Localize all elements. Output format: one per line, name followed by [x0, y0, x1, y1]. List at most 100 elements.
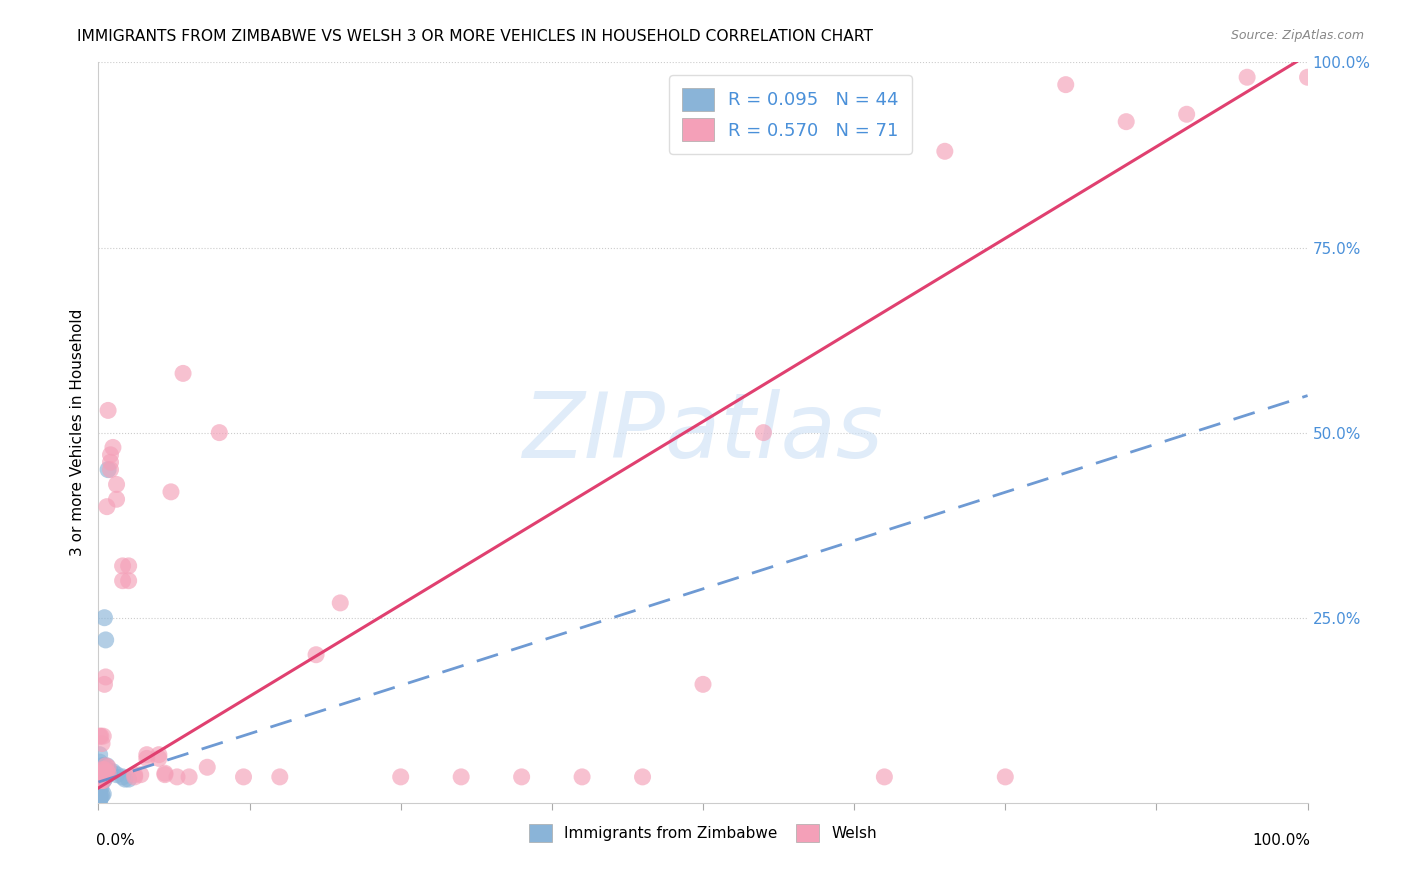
Point — [153, 767, 176, 781]
Point — [105, 477, 128, 491]
Point — [91, 789, 114, 803]
Point — [1236, 70, 1258, 85]
Text: 100.0%: 100.0% — [1253, 833, 1310, 848]
Point — [91, 729, 114, 743]
Point — [96, 500, 118, 514]
Point — [94, 670, 117, 684]
Point — [118, 772, 141, 786]
Point — [90, 766, 112, 780]
Point — [89, 792, 111, 806]
Point — [934, 145, 956, 159]
Point — [93, 758, 115, 772]
Point — [94, 632, 117, 647]
Point — [91, 767, 114, 781]
Point — [90, 770, 112, 784]
Point — [89, 763, 111, 777]
Point — [90, 766, 112, 780]
Point — [1175, 107, 1198, 121]
Point — [91, 787, 114, 801]
Point — [118, 574, 141, 588]
Point — [91, 770, 114, 784]
Point — [96, 767, 118, 781]
Point — [94, 763, 117, 777]
Point — [91, 767, 114, 781]
Point — [111, 770, 134, 784]
Point — [91, 737, 114, 751]
Point — [97, 766, 120, 780]
Point — [510, 770, 533, 784]
Point — [232, 770, 254, 784]
Point — [91, 773, 114, 788]
Point — [93, 770, 115, 784]
Point — [160, 484, 183, 499]
Point — [93, 610, 115, 624]
Point — [93, 766, 115, 780]
Point — [329, 596, 352, 610]
Text: 0.0%: 0.0% — [96, 833, 135, 848]
Point — [91, 766, 114, 780]
Point — [94, 770, 117, 784]
Point — [90, 770, 112, 784]
Point — [100, 462, 122, 476]
Point — [89, 766, 111, 780]
Point — [135, 747, 157, 762]
Point — [93, 772, 115, 786]
Y-axis label: 3 or more Vehicles in Household: 3 or more Vehicles in Household — [69, 309, 84, 557]
Point — [89, 729, 111, 743]
Point — [153, 766, 176, 780]
Point — [1115, 114, 1137, 128]
Point — [105, 767, 128, 781]
Point — [208, 425, 231, 440]
Point — [96, 758, 118, 772]
Point — [97, 403, 120, 417]
Point — [98, 764, 121, 779]
Point — [96, 764, 118, 779]
Point — [90, 789, 112, 804]
Point — [129, 767, 152, 781]
Point — [111, 574, 134, 588]
Point — [1296, 70, 1319, 85]
Point — [813, 78, 835, 92]
Point — [93, 763, 115, 777]
Point — [389, 770, 412, 784]
Point — [100, 455, 122, 469]
Point — [124, 767, 146, 781]
Point — [100, 448, 122, 462]
Point — [94, 767, 117, 781]
Point — [89, 747, 111, 762]
Text: Source: ZipAtlas.com: Source: ZipAtlas.com — [1230, 29, 1364, 42]
Point — [89, 773, 111, 788]
Point — [269, 770, 291, 784]
Text: IMMIGRANTS FROM ZIMBABWE VS WELSH 3 OR MORE VEHICLES IN HOUSEHOLD CORRELATION CH: IMMIGRANTS FROM ZIMBABWE VS WELSH 3 OR M… — [77, 29, 873, 44]
Point — [94, 758, 117, 772]
Point — [450, 770, 472, 784]
Point — [105, 492, 128, 507]
Point — [90, 763, 112, 777]
Point — [90, 780, 112, 795]
Point — [305, 648, 328, 662]
Point — [89, 789, 111, 803]
Point — [91, 773, 114, 788]
Point — [91, 758, 114, 772]
Point — [90, 773, 112, 788]
Point — [571, 770, 593, 784]
Point — [89, 792, 111, 806]
Point — [148, 751, 170, 765]
Point — [89, 785, 111, 799]
Point — [89, 794, 111, 808]
Point — [91, 758, 114, 772]
Text: ZIPatlas: ZIPatlas — [523, 389, 883, 476]
Point — [195, 760, 218, 774]
Point — [172, 367, 194, 381]
Point — [90, 729, 112, 743]
Point — [692, 677, 714, 691]
Point — [93, 677, 115, 691]
Point — [89, 766, 111, 780]
Point — [166, 770, 188, 784]
Point — [100, 764, 122, 779]
Point — [118, 558, 141, 573]
Point — [91, 773, 114, 788]
Point — [97, 760, 120, 774]
Point — [90, 773, 112, 788]
Point — [179, 770, 201, 784]
